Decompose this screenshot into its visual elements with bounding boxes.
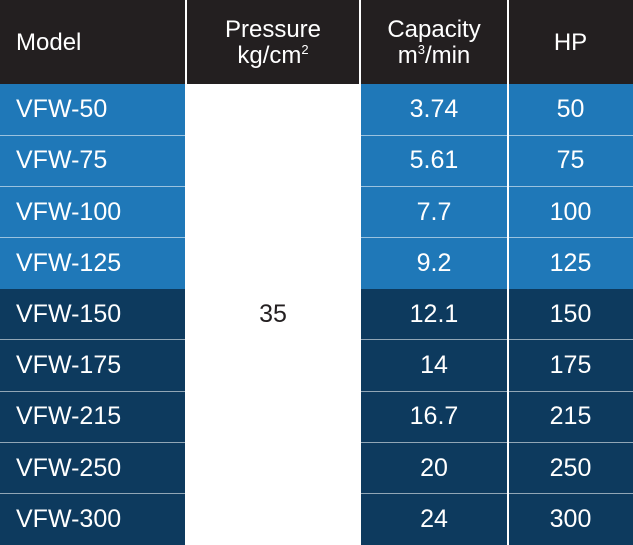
row-divider xyxy=(360,391,633,392)
row-8-hp: 250 xyxy=(508,442,633,494)
row-5-capacity: 12.1 xyxy=(360,288,508,341)
row-7-hp: 215 xyxy=(508,391,633,443)
row-6-model: VFW-175 xyxy=(0,340,186,392)
row-9-hp: 300 xyxy=(508,493,633,545)
row-divider xyxy=(0,339,186,340)
row-2-model: VFW-75 xyxy=(0,135,186,187)
row-divider xyxy=(360,493,633,494)
header-capacity: Capacity m3/min xyxy=(360,0,508,84)
row-4-capacity: 9.2 xyxy=(360,237,508,289)
row-1-hp: 50 xyxy=(508,84,633,136)
row-9-capacity: 24 xyxy=(360,493,508,545)
row-divider xyxy=(0,237,186,238)
header-capacity-label: Capacity xyxy=(387,15,481,43)
row-3-model: VFW-100 xyxy=(0,186,186,238)
row-divider xyxy=(360,339,633,340)
column-divider xyxy=(359,0,361,545)
header-model-label: Model xyxy=(16,28,82,56)
row-divider xyxy=(0,442,186,443)
row-6-capacity: 14 xyxy=(360,340,508,392)
row-7-model: VFW-215 xyxy=(0,391,186,443)
row-7-capacity: 16.7 xyxy=(360,391,508,443)
row-divider xyxy=(0,135,186,136)
row-4-hp: 125 xyxy=(508,237,633,289)
header-pressure-unit-base: kg/cm xyxy=(237,42,302,69)
row-2-hp: 75 xyxy=(508,135,633,187)
row-2-capacity: 5.61 xyxy=(360,135,508,187)
pressure-value: 35 xyxy=(259,299,287,328)
header-hp: HP xyxy=(508,0,633,84)
column-divider xyxy=(185,0,187,545)
row-divider xyxy=(0,186,186,187)
row-divider xyxy=(360,135,633,136)
row-4-model: VFW-125 xyxy=(0,237,186,289)
row-5-model: VFW-150 xyxy=(0,288,186,341)
header-capacity-unit-rest: /min xyxy=(424,42,471,69)
header-capacity-unit-sup: 3 xyxy=(417,42,425,57)
pressure-value-cell: 35 xyxy=(186,84,360,545)
header-pressure: Pressure kg/cm2 xyxy=(186,0,360,84)
header-pressure-unit: kg/cm2 xyxy=(237,42,309,69)
header-pressure-unit-sup: 2 xyxy=(301,42,309,57)
row-3-capacity: 7.7 xyxy=(360,186,508,238)
row-8-model: VFW-250 xyxy=(0,442,186,494)
header-capacity-unit-base: m xyxy=(397,42,418,69)
row-1-model: VFW-50 xyxy=(0,84,186,136)
row-6-hp: 175 xyxy=(508,340,633,392)
row-divider xyxy=(360,237,633,238)
row-divider xyxy=(0,493,186,494)
row-8-capacity: 20 xyxy=(360,442,508,494)
row-1-capacity: 3.74 xyxy=(360,84,508,136)
column-divider xyxy=(507,0,509,545)
header-pressure-label: Pressure xyxy=(224,15,322,43)
row-5-hp: 150 xyxy=(508,288,633,341)
row-divider xyxy=(360,186,633,187)
header-hp-label: HP xyxy=(553,28,588,56)
row-divider xyxy=(360,442,633,443)
header-model: Model xyxy=(0,0,186,84)
header-capacity-unit: m3/min xyxy=(397,42,471,69)
row-9-model: VFW-300 xyxy=(0,493,186,545)
row-3-hp: 100 xyxy=(508,186,633,238)
row-divider xyxy=(0,391,186,392)
